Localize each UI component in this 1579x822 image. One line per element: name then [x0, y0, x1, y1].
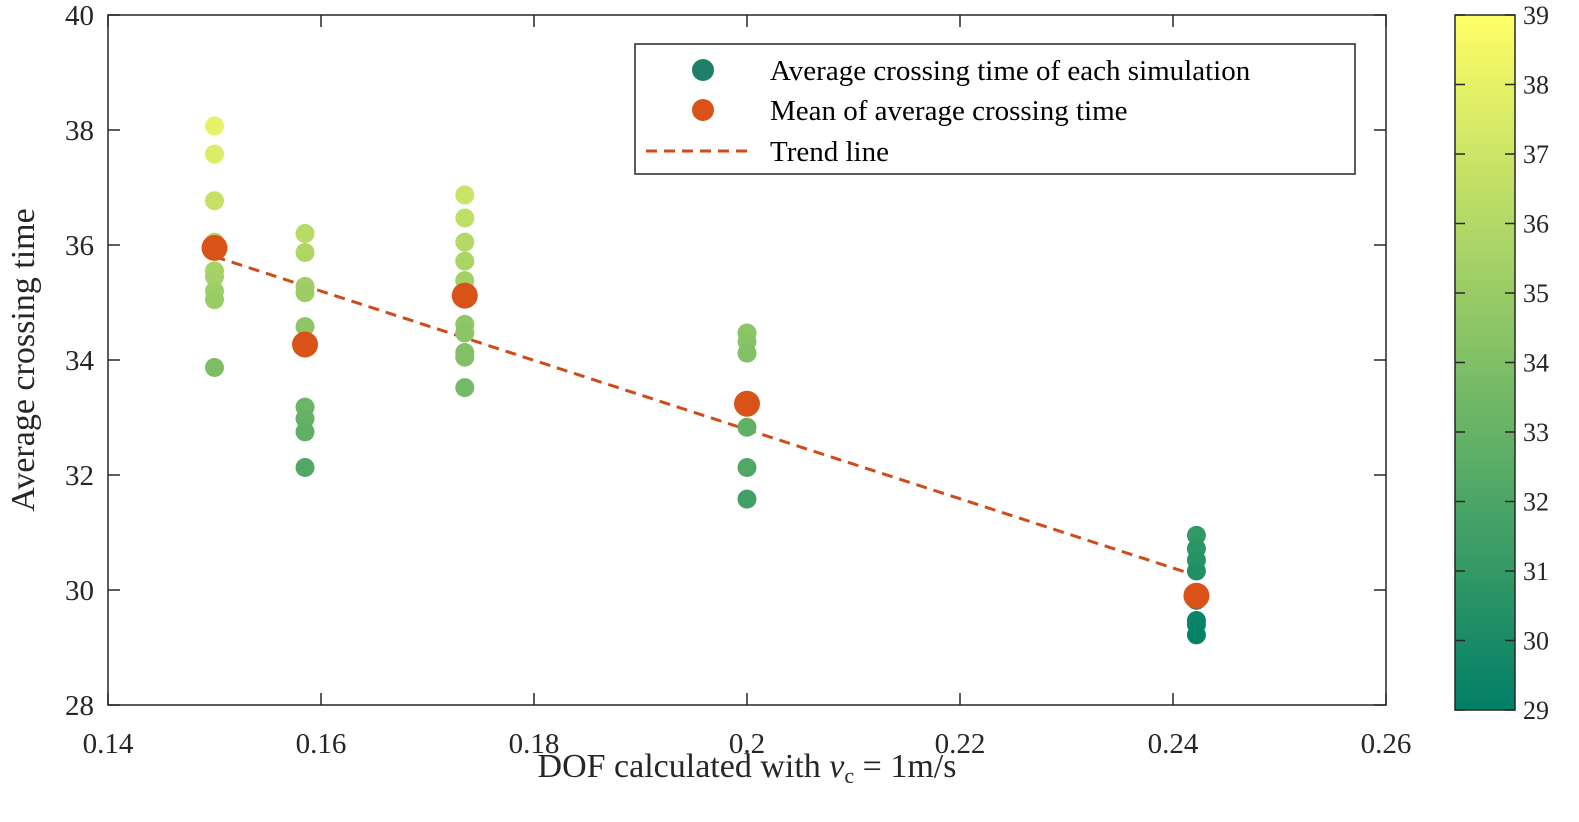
mean-point [734, 390, 760, 417]
simulation-point [737, 343, 757, 363]
colorbar-tick-label: 39 [1523, 1, 1549, 30]
legend-box [634, 43, 1356, 175]
simulation-point [455, 251, 475, 271]
x-tick-label: 0.14 [83, 728, 134, 760]
x-tick-label: 0.26 [1361, 728, 1412, 760]
simulation-point [1186, 525, 1206, 545]
mean-point [1183, 582, 1210, 609]
simulation-point [295, 242, 315, 262]
y-tick-label: 28 [65, 690, 94, 722]
simulation-point [295, 422, 315, 442]
simulation-point [455, 378, 475, 398]
simulation-point [737, 489, 757, 509]
x-ticks: 0.14 0.16 0.18 0.2 0.22 0.24 0.26 [83, 15, 1412, 760]
legend-label-simulation: Average crossing time of each simulation [770, 55, 1251, 87]
colorbar-tick-label: 35 [1523, 279, 1549, 308]
simulation-point [205, 144, 224, 164]
y-tick-label: 34 [65, 345, 95, 377]
simulation-point [1186, 625, 1206, 645]
trend-line [214, 255, 1197, 578]
simulation-point [205, 267, 224, 287]
simulation-point [737, 417, 757, 437]
mean-points-layer [201, 234, 1210, 609]
legend-marker-mean [692, 99, 714, 121]
x-tick-label: 0.24 [1148, 728, 1199, 760]
simulation-point [295, 409, 315, 429]
y-tick-label: 38 [65, 115, 94, 147]
simulation-point [205, 290, 224, 310]
colorbar-tick-label: 31 [1523, 557, 1549, 586]
simulation-point [295, 317, 315, 337]
x-tick-label: 0.16 [296, 728, 347, 760]
x-axis-label-prefix: DOF calculated with [538, 748, 830, 785]
colorbar-tick-label: 36 [1523, 210, 1549, 239]
x-axis-label-suffix: = 1m/s [854, 748, 956, 785]
mean-point [292, 331, 319, 358]
y-ticks: 28 30 32 34 36 38 40 [65, 0, 1386, 722]
simulation-point [455, 232, 475, 252]
y-axis-label: Average crossing time [5, 208, 42, 511]
legend: Average crossing time of each simulation… [634, 43, 1356, 175]
simulation-point [737, 458, 757, 478]
mean-point [451, 282, 478, 309]
y-tick-label: 40 [65, 0, 94, 32]
simulation-point [295, 224, 315, 243]
simulation-points-layer [205, 116, 1206, 645]
x-axis-label-var: v [829, 748, 845, 785]
simulation-point [205, 116, 224, 136]
legend-label-mean: Mean of average crossing time [770, 95, 1128, 127]
colorbar: 29 30 31 32 33 34 35 36 37 38 39 [1454, 1, 1549, 725]
simulation-point [295, 458, 315, 478]
colorbar-tick-label: 37 [1523, 140, 1549, 169]
legend-label-trend: Trend line [770, 136, 889, 168]
x-axis-label: DOF calculated with vc = 1m/s [538, 748, 957, 788]
colorbar-tick-label: 33 [1523, 418, 1549, 447]
mean-point [201, 234, 228, 261]
x-tick-label: 0.18 [509, 728, 560, 760]
simulation-point [295, 283, 315, 303]
colorbar-tick-label: 30 [1523, 627, 1549, 656]
simulation-point [1186, 561, 1206, 581]
colorbar-ticks: 29 30 31 32 33 34 35 36 37 38 39 [1455, 1, 1549, 725]
colorbar-tick-label: 38 [1523, 71, 1549, 100]
x-axis-label-sub: c [844, 763, 854, 788]
colorbar-tick-label: 29 [1523, 696, 1549, 725]
simulation-point [455, 323, 475, 343]
simulation-point [205, 191, 224, 211]
colorbar-tick-label: 32 [1523, 488, 1549, 517]
y-tick-label: 36 [65, 230, 94, 262]
x-tick-label: 0.2 [729, 728, 765, 760]
legend-marker-simulation [692, 59, 714, 81]
simulation-point [455, 185, 475, 205]
simulation-point [455, 347, 475, 367]
y-tick-label: 32 [65, 460, 94, 492]
simulation-point [205, 357, 224, 377]
simulation-point [455, 208, 475, 228]
y-tick-label: 30 [65, 575, 94, 607]
x-tick-label: 0.22 [935, 728, 986, 760]
colorbar-tick-label: 34 [1523, 349, 1549, 378]
trend-line-layer [214, 255, 1197, 578]
